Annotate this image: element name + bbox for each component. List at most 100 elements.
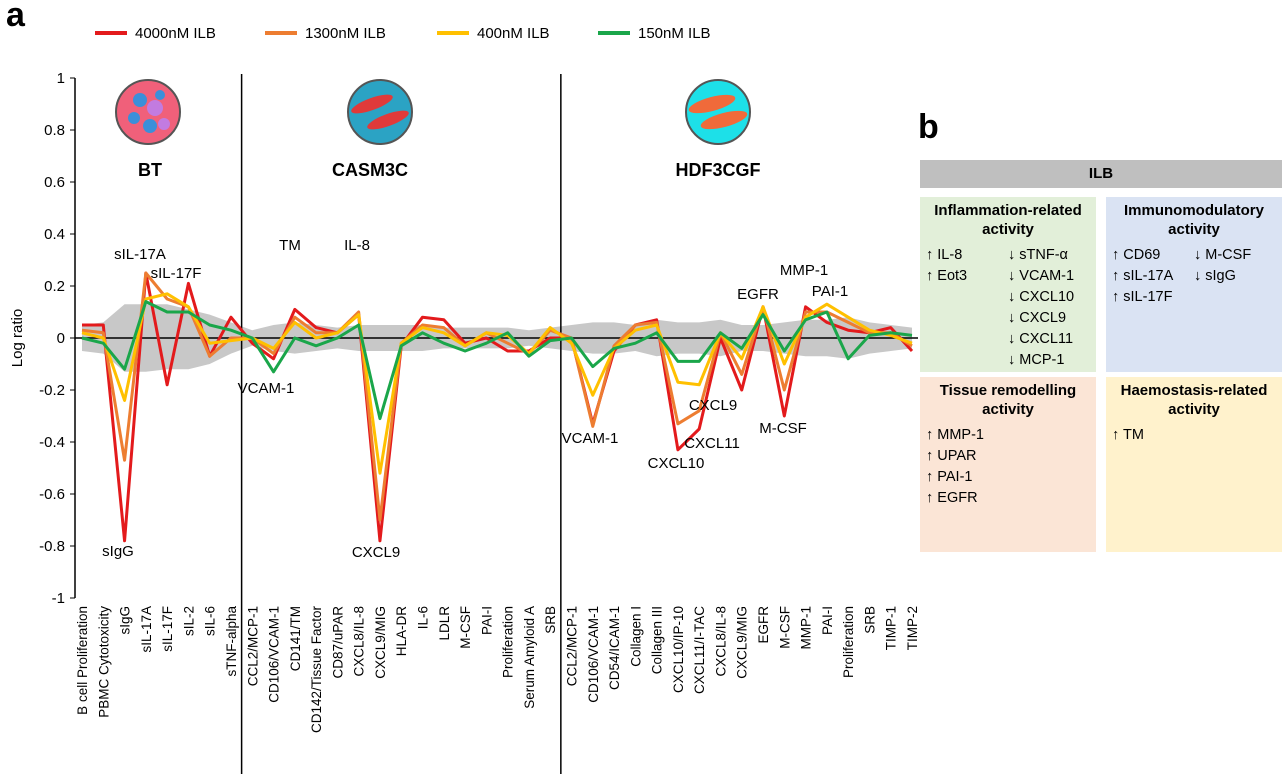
panel-label: a bbox=[6, 0, 26, 34]
x-tick-label: SRB bbox=[862, 606, 877, 634]
y-tick-label: -0.2 bbox=[39, 382, 65, 399]
x-tick-label: sIL-17A bbox=[139, 606, 154, 653]
x-tick-label: CCL2/MCP-1 bbox=[564, 606, 579, 686]
x-tick-label: Serum Amyloid A bbox=[522, 606, 537, 709]
y-tick-label: 0.8 bbox=[44, 122, 65, 139]
activity-item: ↑ TM bbox=[1112, 425, 1194, 446]
box-column: ↑ CD69↑ sIL-17A↑ sIL-17F bbox=[1112, 245, 1194, 308]
activity-item: ↓ MCP-1 bbox=[1008, 350, 1090, 371]
y-tick-label: 0.6 bbox=[44, 174, 65, 191]
box-column: ↑ MMP-1↑ UPAR↑ PAI-1↑ EGFR bbox=[926, 425, 1008, 509]
page: {"chart_data": {"type": "line", "panel_l… bbox=[0, 0, 1282, 774]
x-tick-label: CD87/uPAR bbox=[330, 606, 345, 679]
y-tick-label: 0 bbox=[57, 330, 65, 347]
activity-item: ↑ UPAR bbox=[926, 446, 1008, 467]
x-tick-label: HLA-DR bbox=[394, 606, 409, 657]
group-label: CASM3C bbox=[332, 160, 408, 180]
group-label: BT bbox=[138, 160, 162, 180]
x-tick-label: CD106/VCAM-1 bbox=[586, 606, 601, 703]
box-title: Tissue remodelling activity bbox=[926, 381, 1090, 419]
x-tick-label: EGFR bbox=[756, 606, 771, 644]
x-tick-label: CXCL11/I-TAC bbox=[692, 606, 707, 694]
box-column: ↓ sTNF-α↓ VCAM-1↓ CXCL10↓ CXCL9↓ CXCL11↓… bbox=[1008, 245, 1090, 371]
y-tick-label: 1 bbox=[57, 70, 65, 87]
box-column: ↑ IL-8↑ Eot3 bbox=[926, 245, 1008, 371]
legend-label: 1300nM ILB bbox=[305, 25, 386, 42]
legend-label: 4000nM ILB bbox=[135, 25, 216, 42]
activity-item: ↑ IL-8 bbox=[926, 245, 1008, 266]
box-columns: ↑ CD69↑ sIL-17A↑ sIL-17F↓ M-CSF↓ sIgG bbox=[1112, 245, 1276, 308]
box-column bbox=[1008, 425, 1090, 509]
legend-label: 400nM ILB bbox=[477, 25, 550, 42]
activity-item: ↓ CXCL10 bbox=[1008, 287, 1090, 308]
x-tick-label: Collagen III bbox=[650, 606, 665, 674]
series-line bbox=[82, 273, 912, 541]
x-tick-label: CD142/Tissue Factor bbox=[309, 605, 324, 733]
x-tick-label: CD106/VCAM-1 bbox=[267, 606, 282, 703]
x-tick-label: CXCL9/MIG bbox=[373, 606, 388, 679]
activity-item: ↑ sIL-17F bbox=[1112, 287, 1194, 308]
x-tick-label: PAI-I bbox=[820, 606, 835, 635]
annotation: CXCL9 bbox=[689, 397, 737, 414]
activity-item: ↑ CD69 bbox=[1112, 245, 1194, 266]
box-column: ↓ M-CSF↓ sIgG bbox=[1194, 245, 1276, 308]
annotation: EGFR bbox=[737, 286, 779, 303]
activity-item: ↑ sIL-17A bbox=[1112, 266, 1194, 287]
annotation: sIgG bbox=[102, 543, 134, 560]
y-tick-label: -0.8 bbox=[39, 538, 65, 555]
box-column: ↑ TM bbox=[1112, 425, 1194, 446]
box-title: Immunomodulatory activity bbox=[1112, 201, 1276, 239]
y-tick-label: -0.6 bbox=[39, 486, 65, 503]
activity-item: ↓ sTNF-α bbox=[1008, 245, 1090, 266]
annotation: CXCL10 bbox=[648, 455, 705, 472]
x-tick-label: CD54/ICAM-1 bbox=[607, 606, 622, 690]
annotation: sIL-17A bbox=[114, 246, 166, 263]
x-tick-label: CXCL9/MIG bbox=[735, 606, 750, 679]
activity-item: ↓ VCAM-1 bbox=[1008, 266, 1090, 287]
annotation: VCAM-1 bbox=[238, 380, 295, 397]
x-tick-label: CXCL8/IL-8 bbox=[352, 606, 367, 677]
y-tick-label: 0.2 bbox=[44, 278, 65, 295]
annotation: IL-8 bbox=[344, 237, 370, 254]
x-tick-label: PBMC Cytotoxicity bbox=[96, 606, 111, 718]
annotation: CXCL11 bbox=[684, 435, 740, 452]
annotation: TM bbox=[279, 237, 301, 254]
x-tick-label: CXCL8/IL-8 bbox=[713, 606, 728, 677]
y-axis-label: Log ratio bbox=[9, 309, 26, 367]
x-tick-label: sIL-2 bbox=[181, 606, 196, 636]
annotation: CXCL9 bbox=[352, 544, 400, 561]
activity-item: ↑ MMP-1 bbox=[926, 425, 1008, 446]
box-column bbox=[1194, 425, 1276, 446]
activity-item: ↓ CXCL9 bbox=[1008, 308, 1090, 329]
activity-box: Haemostasis-related activity ↑ TM bbox=[1106, 377, 1282, 552]
box-title: Haemostasis-related activity bbox=[1112, 381, 1276, 419]
x-tick-label: Collagen I bbox=[628, 606, 643, 667]
x-tick-label: CD141/TM bbox=[288, 606, 303, 671]
annotation: MMP-1 bbox=[780, 262, 828, 279]
table-header: ILB bbox=[920, 160, 1282, 188]
x-tick-label: CCL2/MCP-1 bbox=[245, 606, 260, 686]
activity-item: ↑ EGFR bbox=[926, 488, 1008, 509]
x-tick-label: MMP-1 bbox=[799, 606, 814, 650]
annotation: PAI-1 bbox=[812, 283, 848, 300]
activity-item: ↑ Eot3 bbox=[926, 266, 1008, 287]
y-tick-label: -0.4 bbox=[39, 434, 65, 451]
x-tick-label: CXCL10/IP-10 bbox=[671, 606, 686, 693]
box-columns: ↑ TM bbox=[1112, 425, 1276, 446]
activity-item: ↓ CXCL11 bbox=[1008, 329, 1090, 350]
y-tick-label: 0.4 bbox=[44, 226, 65, 243]
box-columns: ↑ MMP-1↑ UPAR↑ PAI-1↑ EGFR bbox=[926, 425, 1090, 509]
x-tick-label: M-CSF bbox=[458, 606, 473, 649]
x-tick-label: sTNF-alpha bbox=[224, 606, 239, 677]
panel-label: b bbox=[918, 108, 939, 147]
activity-item: ↓ M-CSF bbox=[1194, 245, 1276, 266]
legend-label: 150nM ILB bbox=[638, 25, 711, 42]
x-tick-label: Proliferation bbox=[501, 606, 516, 678]
annotation: VCAM-1 bbox=[562, 430, 619, 447]
activity-box: Inflammation-related activity↑ IL-8↑ Eot… bbox=[920, 197, 1096, 372]
bt-icon bbox=[116, 80, 180, 144]
x-tick-label: SRB bbox=[543, 606, 558, 634]
x-tick-label: Proliferation bbox=[841, 606, 856, 678]
casm-icon bbox=[348, 80, 412, 144]
activity-item: ↓ sIgG bbox=[1194, 266, 1276, 287]
